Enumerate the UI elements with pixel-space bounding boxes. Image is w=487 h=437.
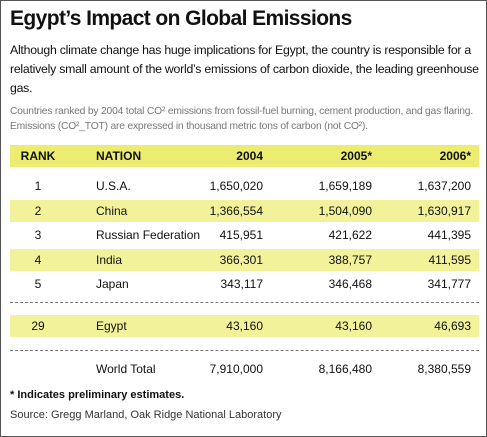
cell: 1,504,090 bbox=[318, 203, 372, 218]
cell: 1 bbox=[34, 179, 42, 193]
cell: 343,117 bbox=[220, 277, 264, 291]
cell: 1,650,020 bbox=[209, 179, 263, 193]
table-row: RANK NATION 2004 2005* 2006* bbox=[10, 145, 479, 167]
cell: 43,160 bbox=[226, 319, 263, 333]
table-row: 1 U.S.A. 1,650,020 1,659,189 1,637,200 bbox=[10, 175, 479, 197]
cell: 1,637,200 bbox=[417, 179, 471, 193]
cell: 421,622 bbox=[328, 228, 372, 242]
table-row: 5 Japan 343,117 346,468 341,777 bbox=[10, 273, 479, 295]
cell: 4 bbox=[34, 252, 42, 267]
footnote: * Indicates preliminary estimates. bbox=[10, 389, 185, 401]
cell: 366,301 bbox=[219, 252, 263, 267]
title: Egypt’s Impact on Global Emissions bbox=[10, 7, 352, 30]
cell: 3 bbox=[34, 228, 42, 242]
cell: India bbox=[96, 252, 123, 267]
subtitle: Although climate change has huge implica… bbox=[10, 43, 479, 95]
cell: 7,910,000 bbox=[209, 362, 263, 376]
cell: 388,757 bbox=[328, 252, 372, 267]
cell: 5 bbox=[34, 277, 42, 291]
cell: 441,395 bbox=[427, 228, 471, 242]
cell: 2004 bbox=[236, 149, 263, 163]
note: Countries ranked by 2004 total CO² emiss… bbox=[10, 106, 473, 132]
cell: 8,166,480 bbox=[318, 362, 372, 376]
table-row: 3 Russian Federation 415,951 421,622 441,395 bbox=[10, 224, 479, 246]
cell: 346,468 bbox=[328, 277, 372, 291]
cell: 341,777 bbox=[427, 277, 471, 291]
cell: 46,693 bbox=[434, 319, 471, 333]
cell: 415,951 bbox=[219, 228, 263, 242]
cell: 2006* bbox=[439, 149, 471, 163]
cell: China bbox=[96, 203, 128, 218]
cell: World Total bbox=[96, 362, 156, 376]
cell: Japan bbox=[96, 277, 129, 291]
cell: 1,659,189 bbox=[318, 179, 372, 193]
table-row: 29 Egypt 43,160 43,160 46,693 bbox=[10, 315, 479, 337]
cell: NATION bbox=[96, 149, 142, 163]
table-row: World Total 7,910,000 8,166,480 8,380,559 bbox=[10, 358, 479, 380]
cell: Russian Federation bbox=[96, 228, 201, 242]
cell: 2005* bbox=[340, 149, 372, 163]
cell: RANK bbox=[20, 149, 56, 163]
table-row: 4 India 366,301 388,757 411,595 bbox=[10, 248, 479, 271]
divider bbox=[10, 350, 479, 351]
cell: 1,366,554 bbox=[209, 203, 263, 218]
table-row: 2 China 1,366,554 1,504,090 1,630,917 bbox=[10, 199, 479, 222]
cell: 1,630,917 bbox=[417, 203, 471, 218]
source: Source: Gregg Marland, Oak Ridge Nationa… bbox=[10, 409, 282, 421]
divider bbox=[10, 302, 479, 303]
cell: 43,160 bbox=[335, 319, 372, 333]
cell: 8,380,559 bbox=[417, 362, 471, 376]
cell: Egypt bbox=[96, 319, 127, 333]
cell: 411,595 bbox=[428, 252, 472, 267]
cell: 2 bbox=[34, 203, 42, 218]
cell: U.S.A. bbox=[96, 179, 131, 193]
cell: 29 bbox=[31, 319, 45, 333]
